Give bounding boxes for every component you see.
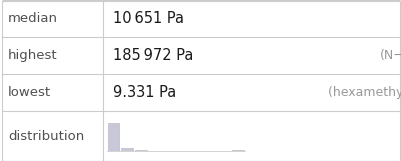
Bar bbox=[232, 150, 244, 151]
Bar bbox=[135, 150, 147, 151]
Text: distribution: distribution bbox=[8, 129, 84, 142]
Text: median: median bbox=[8, 12, 58, 25]
Text: lowest: lowest bbox=[8, 86, 51, 99]
Bar bbox=[107, 123, 119, 151]
Text: (hexamethylphosphoric triamide): (hexamethylphosphoric triamide) bbox=[327, 86, 401, 99]
Text: 9.331 Pa: 9.331 Pa bbox=[112, 85, 175, 100]
Bar bbox=[121, 148, 133, 151]
Text: 185 972 Pa: 185 972 Pa bbox=[112, 48, 192, 63]
Text: 10 651 Pa: 10 651 Pa bbox=[112, 11, 183, 26]
Text: (N−pentane): (N−pentane) bbox=[379, 49, 401, 62]
Text: highest: highest bbox=[8, 49, 57, 62]
